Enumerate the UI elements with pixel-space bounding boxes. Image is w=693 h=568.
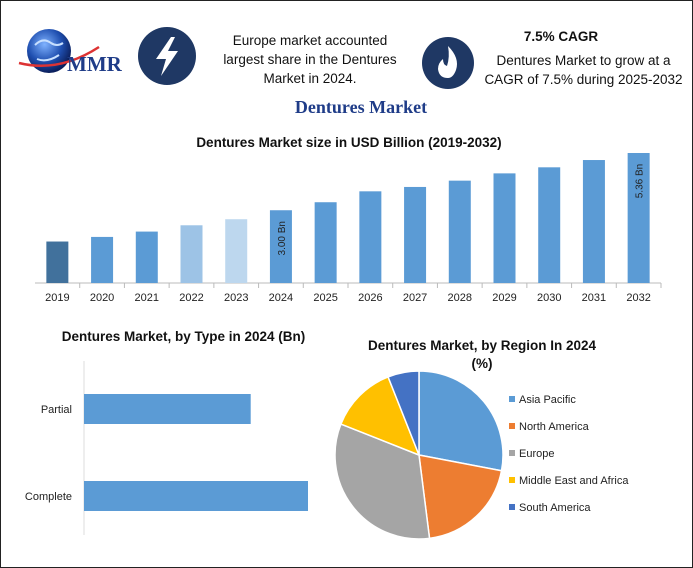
x-tick-label: 2019: [45, 292, 69, 304]
bar: [135, 231, 158, 283]
legend-label: North America: [519, 421, 590, 433]
info-right: Dentures Market to grow at a CAGR of 7.5…: [484, 53, 683, 87]
x-tick-label: 2026: [358, 292, 382, 304]
legend-swatch: [509, 423, 515, 429]
bar: [84, 394, 251, 424]
bar: [91, 236, 114, 283]
value-label: 3.00 Bn: [277, 221, 288, 255]
x-tick-label: 2027: [403, 292, 427, 304]
bar: [84, 481, 308, 511]
legend-swatch: [509, 477, 515, 483]
pie-slice: [339, 375, 421, 457]
bar: [627, 153, 650, 283]
x-tick-label: 2023: [224, 292, 248, 304]
cagr-title: 7.5% CAGR: [523, 29, 599, 44]
bar: [359, 191, 382, 283]
x-tick-label: 2020: [90, 292, 114, 304]
page-title: Dentures Market: [294, 97, 428, 117]
chart-title: Dentures Market, by Region In 2024 (%): [367, 338, 597, 371]
x-tick-label: 2022: [179, 292, 203, 304]
bar: [180, 225, 203, 283]
bar: [46, 241, 69, 283]
y-tick-label: Partial: [41, 404, 72, 416]
bar: [448, 180, 471, 283]
bar: [314, 202, 337, 283]
logo: MMR: [18, 29, 123, 76]
icon-flame: [422, 37, 474, 89]
legend-label: Europe: [519, 448, 554, 460]
pie-slice: [418, 370, 504, 472]
bar: [538, 167, 561, 283]
legend-label: Asia Pacific: [519, 394, 576, 406]
x-tick-label: 2030: [537, 292, 561, 304]
chart-title: Dentures Market size in USD Billion (201…: [196, 135, 502, 150]
info-left: Europe market accounted largest share in…: [223, 33, 397, 86]
bar: [493, 173, 516, 283]
x-tick-label: 2028: [448, 292, 472, 304]
legend-swatch: [509, 396, 515, 402]
value-label: 5.36 Bn: [635, 164, 646, 198]
x-tick-label: 2031: [582, 292, 606, 304]
bar: [269, 210, 292, 283]
bar: [582, 160, 605, 283]
y-tick-label: Complete: [25, 491, 72, 503]
legend-label: Middle East and Africa: [519, 475, 629, 487]
x-tick-label: 2021: [135, 292, 159, 304]
chart-title: Dentures Market, by Type in 2024 (Bn): [61, 329, 306, 344]
x-tick-label: 2025: [313, 292, 337, 304]
pie-slice: [387, 370, 420, 456]
x-tick-label: 2024: [269, 292, 293, 304]
legend-label: South America: [519, 502, 591, 514]
icon-bolt: [138, 27, 196, 85]
legend-swatch: [509, 504, 515, 510]
bar: [404, 186, 427, 283]
pie-slice: [418, 454, 503, 540]
logo-text: MMR: [67, 52, 123, 76]
x-tick-label: 2032: [626, 292, 650, 304]
legend-swatch: [509, 450, 515, 456]
pie-slice: [334, 423, 431, 540]
bar: [225, 219, 248, 283]
x-tick-label: 2029: [492, 292, 516, 304]
